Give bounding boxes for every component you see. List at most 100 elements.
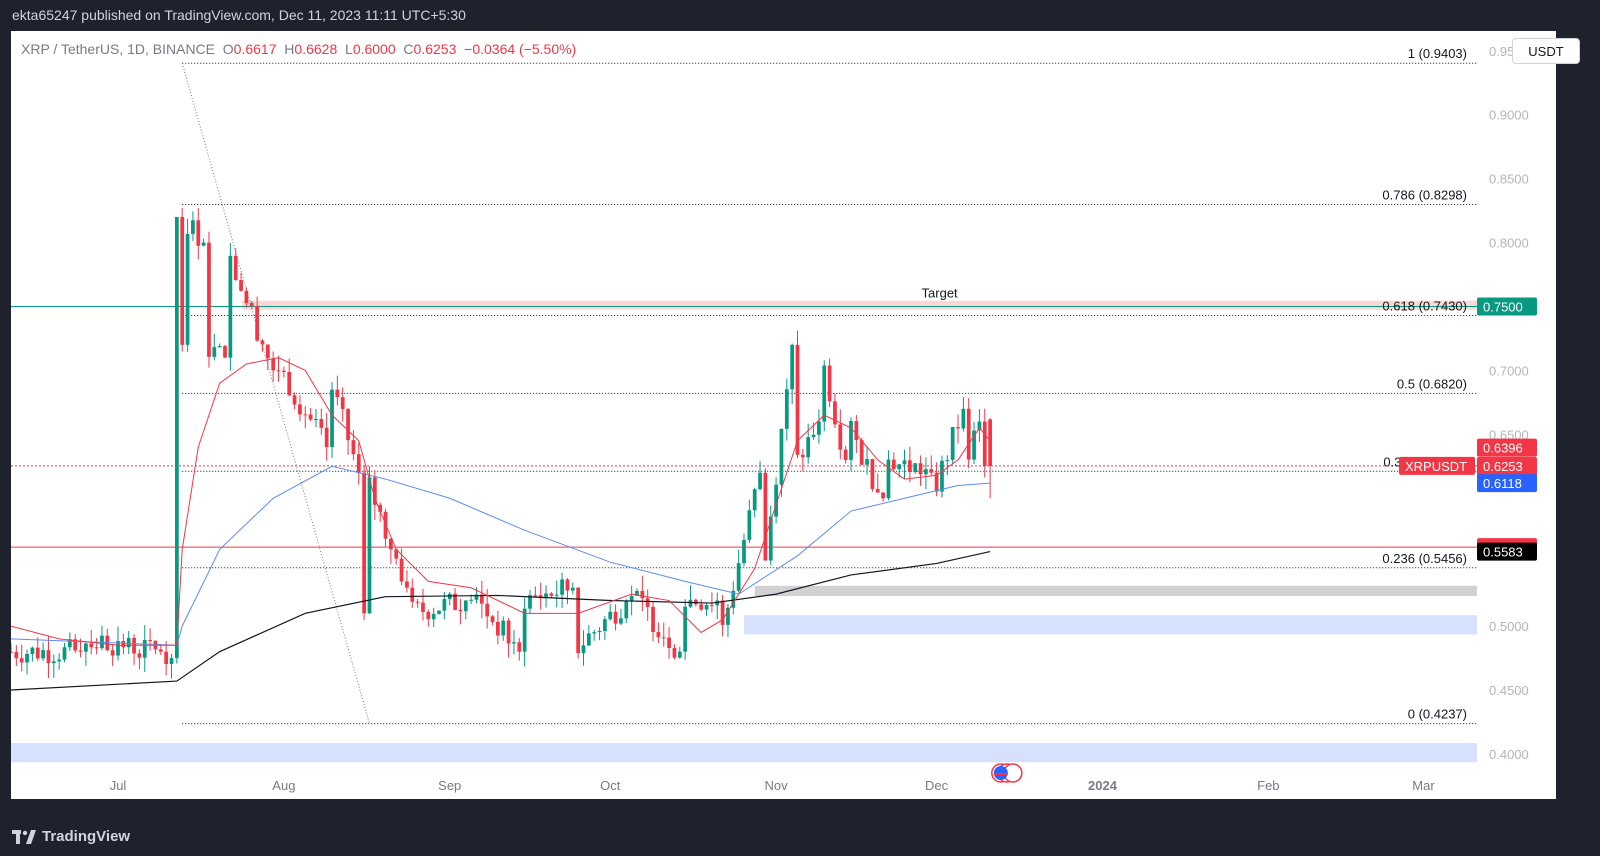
y-tick-2: 0.8500 — [1489, 172, 1529, 187]
candle-body-125 — [677, 651, 682, 658]
price-label-1: 0.6396 — [1483, 441, 1523, 456]
candle-body-57 — [314, 419, 318, 421]
price-label-box-5 — [1477, 474, 1537, 493]
candle-body-162 — [875, 488, 880, 493]
candle-body-3 — [25, 653, 29, 663]
candle-body-145 — [784, 389, 789, 429]
candle-body-66 — [362, 472, 366, 614]
candle-body-107 — [581, 645, 586, 654]
candle-body-53 — [292, 395, 297, 405]
candle-body-151 — [817, 421, 821, 435]
candle-body-131 — [710, 604, 714, 606]
candle-body-130 — [704, 604, 709, 610]
candle-body-33 — [185, 233, 190, 345]
low-label: L — [345, 41, 353, 57]
candle-body-105 — [570, 587, 575, 591]
candle-body-29 — [164, 651, 169, 664]
x-tick-0: Jul — [110, 778, 127, 793]
candle-body-164 — [886, 459, 891, 499]
candle-body-143 — [774, 484, 778, 517]
candle-body-96 — [522, 608, 527, 652]
candle-body-2 — [19, 658, 24, 663]
candles — [11, 208, 992, 679]
fib-label-5: 0.236 (0.5456) — [1382, 551, 1467, 566]
candle-body-129 — [699, 604, 704, 610]
currency-button[interactable]: USDT — [1512, 38, 1580, 64]
time-axis — [11, 768, 1556, 799]
fib-label-3: 0.5 (0.6820) — [1397, 376, 1467, 391]
candle-body-24 — [137, 653, 142, 658]
candle-body-171 — [924, 469, 928, 475]
candle-body-6 — [41, 650, 45, 659]
candle-body-176 — [950, 427, 955, 460]
candle-body-139 — [752, 489, 757, 511]
candle-body-21 — [121, 641, 126, 648]
x-tick-1: Aug — [272, 778, 295, 793]
candle-body-87 — [474, 594, 479, 600]
candle-body-179 — [966, 408, 971, 460]
high-label: H — [284, 41, 295, 57]
candle-body-7 — [46, 650, 51, 664]
x-tick-7: Feb — [1257, 778, 1279, 793]
candle-body-84 — [458, 609, 463, 612]
candle-body-76 — [415, 601, 420, 603]
fib-label-2: 0.618 (0.7430) — [1382, 298, 1467, 313]
candle-body-127 — [688, 599, 693, 607]
price-label-7: 0.5583 — [1483, 545, 1523, 560]
candle-body-52 — [287, 371, 292, 396]
candle-body-122 — [661, 637, 666, 639]
candle-body-98 — [533, 595, 538, 597]
candle-body-5 — [35, 647, 40, 659]
candle-body-32 — [180, 217, 185, 345]
candle-body-26 — [148, 639, 152, 641]
candle-body-155 — [838, 424, 843, 450]
candle-body-158 — [854, 421, 859, 441]
y-tick-5: 0.6500 — [1489, 427, 1529, 442]
close-value: 0.6253 — [413, 41, 457, 57]
candle-body-8 — [51, 661, 56, 664]
candle-body-133 — [720, 600, 725, 625]
candle-body-175 — [945, 459, 950, 461]
price-label-box-1 — [1477, 438, 1537, 457]
candle-body-80 — [437, 610, 441, 614]
candle-body-72 — [394, 549, 399, 559]
candle-body-74 — [405, 581, 409, 588]
candle-body-20 — [116, 641, 120, 656]
candle-body-113 — [613, 611, 618, 624]
chart-background — [11, 31, 1556, 799]
candle-body-54 — [298, 404, 302, 415]
candle-body-9 — [57, 659, 62, 662]
candle-body-71 — [389, 538, 393, 550]
x-tick-3: Oct — [600, 778, 621, 793]
candle-body-89 — [485, 603, 490, 617]
candle-body-135 — [731, 590, 736, 608]
candle-body-147 — [795, 344, 800, 455]
candle-body-178 — [961, 408, 966, 429]
candle-body-19 — [110, 650, 115, 656]
price-label-0: 0.7500 — [1483, 299, 1523, 314]
candle-body-121 — [656, 631, 661, 638]
candle-body-174 — [940, 460, 944, 492]
candle-body-111 — [603, 619, 607, 631]
sma-long-line — [11, 550, 991, 691]
change-value: −0.0364 (−5.50%) — [464, 41, 577, 57]
price-chart[interactable]: Target 1 (0.9403) 0.786 (0.8298) 0.618 (0.7… — [11, 31, 1556, 799]
candle-body-14 — [84, 643, 88, 652]
candle-body-12 — [73, 639, 78, 651]
candle-body-117 — [635, 590, 639, 596]
candle-body-154 — [833, 401, 837, 425]
candle-body-136 — [736, 563, 741, 591]
candle-body-36 — [201, 242, 206, 246]
candle-body-165 — [891, 459, 896, 470]
tradingview-logo[interactable]: TradingView — [12, 828, 130, 845]
candle-body-101 — [549, 593, 554, 596]
candle-body-95 — [517, 642, 522, 652]
candle-body-148 — [800, 454, 805, 458]
candle-body-88 — [479, 594, 484, 604]
candle-body-92 — [501, 620, 506, 636]
price-label-2: XRPUSDT — [1405, 459, 1467, 474]
fib-label-6: 0 (0.4237) — [1408, 707, 1467, 722]
target-label: Target — [922, 286, 959, 301]
candle-body-4 — [30, 647, 35, 654]
symbol-legend: XRP / TetherUS, 1D, BINANCE O0.6617 H0.6… — [21, 41, 576, 57]
